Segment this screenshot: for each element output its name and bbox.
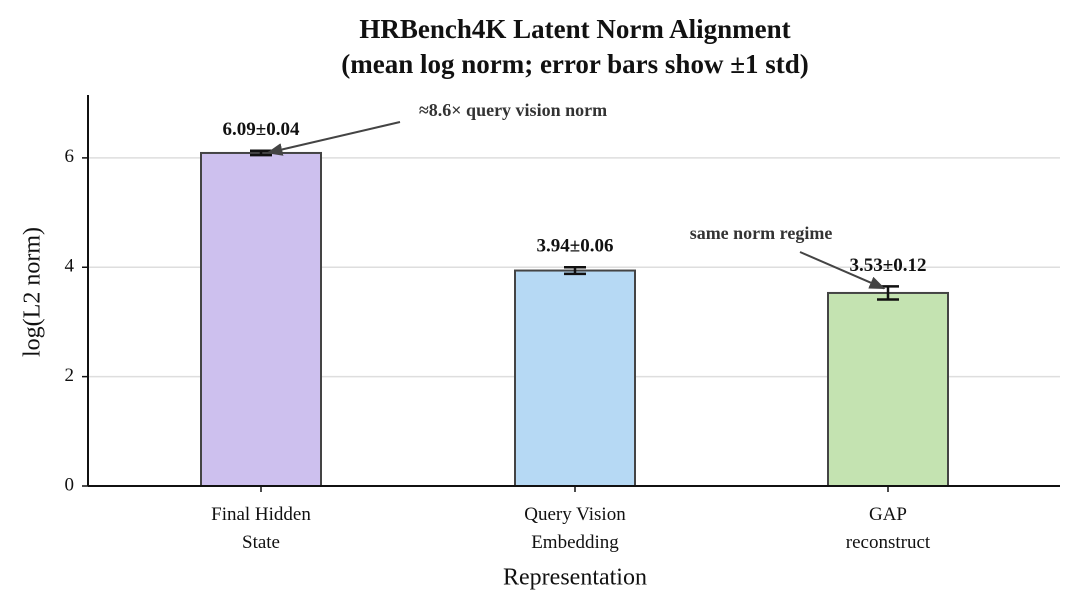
chart-subtitle: (mean log norm; error bars show ±1 std) bbox=[341, 49, 809, 79]
x-axis-label: Representation bbox=[503, 565, 647, 591]
y-tick-label: 2 bbox=[65, 365, 75, 386]
y-tick-label: 0 bbox=[65, 474, 75, 495]
x-tick-label: Final Hidden State bbox=[211, 504, 311, 553]
y-tick-label: 6 bbox=[65, 146, 75, 167]
x-tick-label: GAP reconstruct bbox=[846, 504, 931, 553]
bar bbox=[200, 151, 322, 487]
y-tick-label: 4 bbox=[65, 256, 75, 277]
bar bbox=[514, 269, 636, 487]
annotation: ≈8.6× query vision norm bbox=[419, 100, 607, 120]
annotation: same norm regime bbox=[690, 223, 833, 243]
y-axis-label: log(L2 norm) bbox=[20, 227, 46, 357]
value-label: 3.94±0.06 bbox=[537, 236, 614, 257]
error-bar bbox=[564, 266, 586, 276]
chart-title: HRBench4K Latent Norm Alignment bbox=[359, 14, 790, 44]
x-tick-label: Query Vision Embedding bbox=[524, 504, 626, 553]
bar bbox=[827, 291, 949, 487]
value-label: 6.09±0.04 bbox=[223, 119, 300, 140]
annotation-arrow bbox=[799, 251, 886, 290]
value-label: 3.53±0.12 bbox=[850, 255, 927, 276]
annotation-arrow bbox=[266, 121, 401, 156]
